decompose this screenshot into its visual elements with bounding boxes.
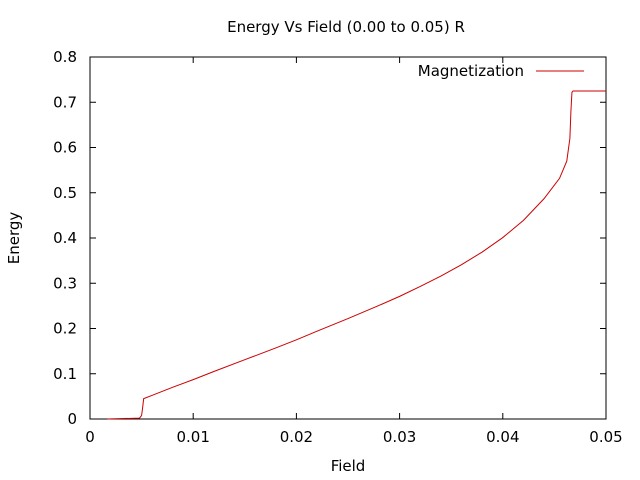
x-tick-label: 0.05 [589,428,622,446]
y-axis: 0 0.1 0.2 0.3 0.4 0.5 0.6 0.7 0.8 [53,48,606,428]
y-axis-label: Energy [5,212,23,265]
legend: Magnetization [418,62,584,80]
chart-title: Energy Vs Field (0.00 to 0.05) R [227,18,465,36]
x-axis: 0 0.01 0.02 0.03 0.04 0.05 [85,57,623,446]
x-tick-label: 0.03 [383,428,416,446]
y-tick-label: 0.2 [53,320,77,338]
x-axis-label: Field [331,457,366,475]
y-tick-label: 0.5 [53,184,77,202]
x-tick-label: 0.04 [486,428,519,446]
y-tick-label: 0.3 [53,274,77,292]
y-tick-label: 0 [67,410,77,428]
y-tick-label: 0.8 [53,48,77,66]
series-layer [107,90,606,420]
plot-frame [89,56,607,420]
legend-label-magnetization: Magnetization [418,62,524,80]
y-tick-label: 0.7 [53,93,77,111]
x-tick-label: 0.02 [280,428,313,446]
x-tick-label: 0 [85,428,95,446]
y-tick-label: 0.1 [53,365,77,383]
y-tick-label: 0.6 [53,139,77,157]
x-tick-label: 0.01 [176,428,209,446]
series-line-magnetization [107,90,606,420]
y-tick-label: 0.4 [53,229,77,247]
